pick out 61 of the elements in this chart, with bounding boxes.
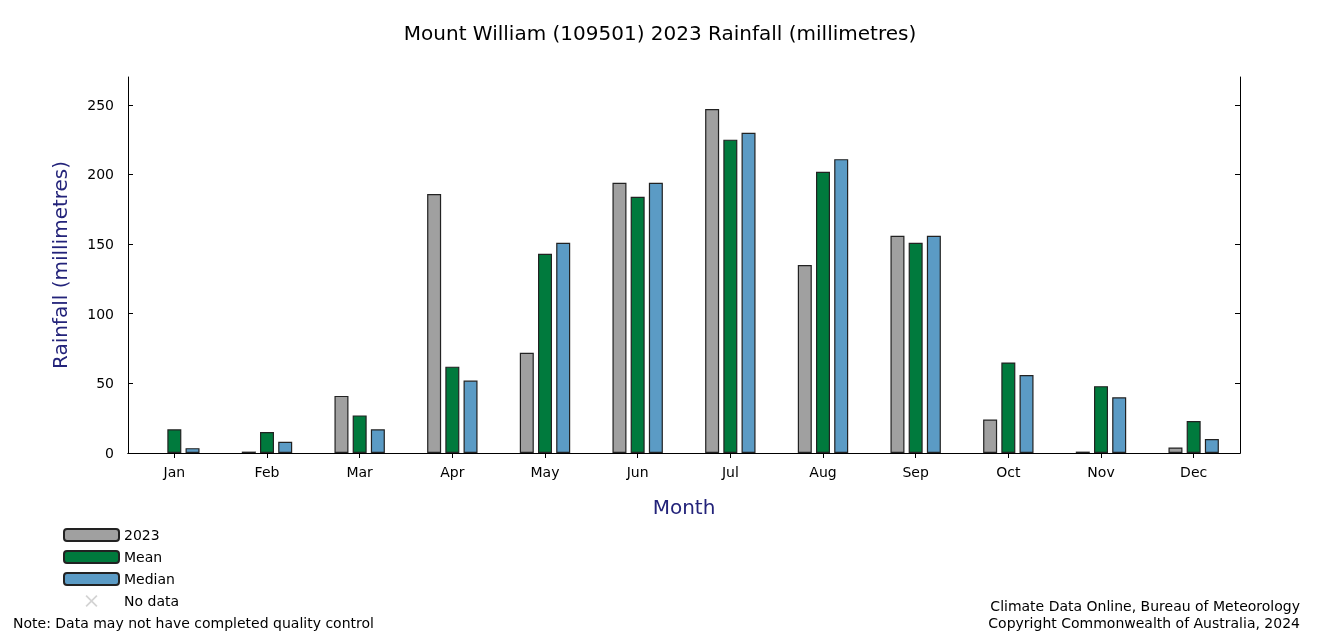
legend-label: Median (124, 571, 175, 587)
bar (908, 242, 923, 453)
bar (445, 366, 460, 453)
x-tick-label: Aug (809, 464, 837, 480)
text: Climate Data Online, Bureau of Meteorology (990, 598, 1301, 614)
bar (1094, 386, 1108, 453)
bar (185, 448, 200, 453)
bar (1204, 439, 1219, 453)
bar (370, 429, 385, 453)
legend-label: Mean (124, 549, 163, 565)
y-tick-label: 0 (105, 445, 114, 461)
bar (334, 395, 349, 453)
x-tick-label: Nov (1087, 464, 1115, 480)
bar (519, 352, 534, 453)
bar (1168, 447, 1183, 453)
bar (797, 265, 812, 453)
x-tick-label: Dec (1180, 464, 1208, 480)
bar (260, 432, 274, 453)
x-tick-label: May (530, 464, 560, 480)
legend-label: No data (124, 593, 180, 609)
legend-label: 2023 (124, 527, 160, 543)
bar (926, 235, 941, 453)
bar (352, 415, 367, 453)
text: Note: Data may not have completed quality control (13, 615, 374, 631)
x-axis-title: Month (652, 495, 716, 519)
bar (723, 139, 738, 453)
bar (427, 193, 442, 453)
bar (890, 235, 905, 453)
y-tick-label: 150 (87, 236, 114, 253)
x-tick-label: Jul (720, 464, 739, 480)
x-tick-label: Apr (440, 464, 465, 480)
bar (538, 253, 552, 453)
y-tick-label: 200 (87, 166, 114, 183)
x-tick-label: Oct (996, 464, 1021, 480)
x-tick-label: Jan (162, 464, 186, 480)
bar (612, 182, 627, 453)
bar (1112, 397, 1127, 453)
bar (983, 419, 998, 453)
bar (278, 441, 293, 453)
bar (834, 159, 849, 453)
x-tick-label: Feb (254, 464, 280, 480)
x-tick-label: Mar (346, 464, 374, 480)
chart-title: Mount William (109501) 2023 Rainfall (millimetres) (403, 21, 917, 45)
bar (1001, 362, 1016, 453)
bar (816, 171, 830, 453)
bar (463, 380, 478, 453)
bar (705, 109, 720, 453)
bar (556, 242, 571, 453)
bar (648, 182, 663, 453)
bar (1186, 420, 1201, 453)
x-tick-label: Jun (625, 464, 649, 480)
y-tick-label: 250 (87, 96, 114, 113)
y-axis-title: Rainfall (millimetres) (48, 160, 72, 370)
x-tick-label: Sep (902, 464, 929, 480)
y-tick-label: 50 (96, 375, 114, 392)
bar (167, 429, 182, 453)
bar (1019, 375, 1034, 453)
bar (741, 132, 756, 453)
y-tick-label: 100 (87, 305, 114, 322)
bar (630, 196, 645, 453)
text: Copyright Commonwealth of Australia, 2024 (988, 615, 1301, 631)
